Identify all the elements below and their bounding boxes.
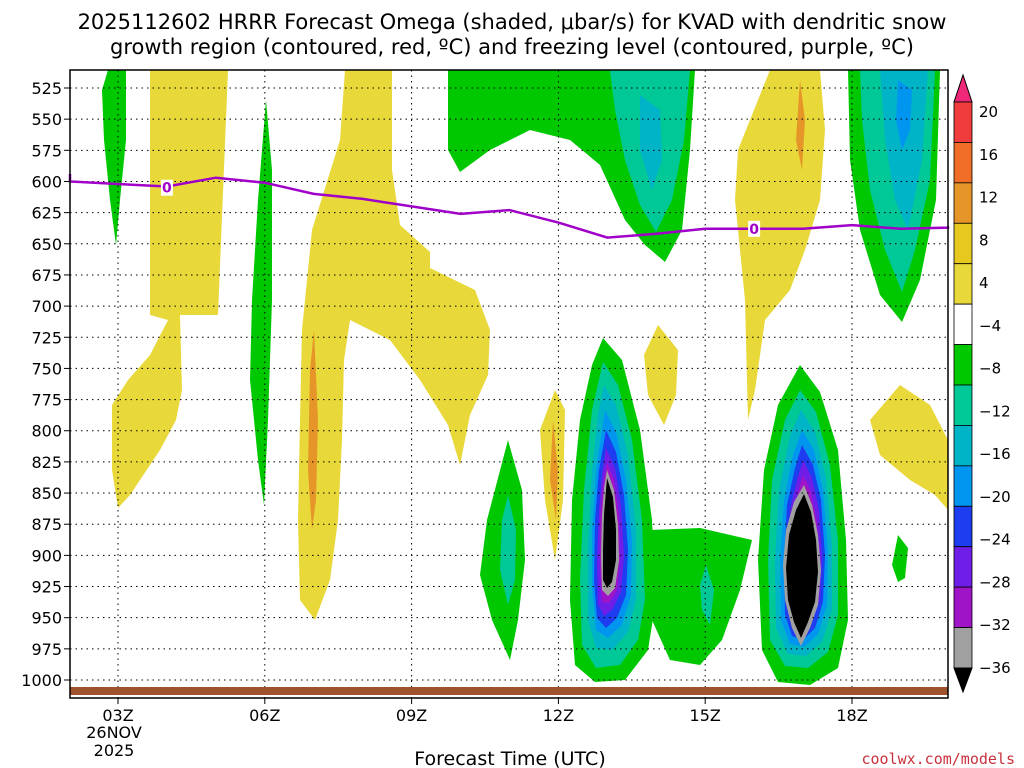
y-tick-label: 650 <box>31 235 62 254</box>
chart-title-line-2: growth region (contoured, red, ºC) and f… <box>110 35 914 59</box>
colorbar-label: −16 <box>979 445 1011 463</box>
omega-negative-region-06z <box>250 100 272 505</box>
freezing-level-line <box>68 174 950 239</box>
freezing-level-label-bg <box>160 179 173 196</box>
x-axis: 03Z 06Z 09Z 12Z 15Z 18Z <box>102 698 868 725</box>
colorbar-label: 12 <box>979 189 998 207</box>
omega-band-blue-20z <box>896 80 912 150</box>
date-label-day: 26NOV <box>86 723 142 742</box>
y-tick-label: 950 <box>31 609 62 628</box>
freezing-level-label-bg <box>748 220 761 237</box>
x-axis-label: Forecast Time (UTC) <box>414 748 605 768</box>
y-tick-label: 875 <box>31 515 62 534</box>
x-tick-label: 03Z <box>102 706 133 725</box>
colorbar-label: 16 <box>979 146 998 164</box>
y-tick-label: 900 <box>31 546 62 565</box>
y-tick-label: 850 <box>31 484 62 503</box>
freezing-level-label: 0 <box>749 222 759 238</box>
colorbar-label: −12 <box>979 402 1011 420</box>
y-tick-label: 825 <box>31 453 62 472</box>
date-label-year: 2025 <box>94 741 135 760</box>
colorbar-swatch <box>953 546 973 588</box>
colorbar-label: −8 <box>979 360 1001 378</box>
colorbar-swatch <box>953 142 973 184</box>
omega-band-teal-11z <box>500 495 516 605</box>
omega-positive-region-orange-07z <box>308 330 318 530</box>
y-tick-label: 675 <box>31 266 62 285</box>
omega-negative-region-21z <box>892 535 908 582</box>
y-tick-label: 575 <box>31 141 62 160</box>
omega-band-cyan-10z <box>640 95 662 190</box>
colorbar-label: −28 <box>979 573 1011 591</box>
colorbar-top-triangle <box>953 73 973 103</box>
y-tick-label: 700 <box>31 297 62 316</box>
colorbar: 20 16 12 8 4 −4 −8 −12 −16 −20 −24 −28 −32 −36 <box>953 73 1011 694</box>
x-tick-label: 15Z <box>690 706 721 725</box>
y-tick-label: 525 <box>31 79 62 98</box>
omega-core-black-13z <box>603 478 616 588</box>
grid-lines <box>70 70 948 698</box>
y-tick-label: 750 <box>31 359 62 378</box>
colorbar-swatch <box>953 101 973 143</box>
omega-shading <box>102 70 948 685</box>
y-tick-label: 800 <box>31 422 62 441</box>
colorbar-swatch <box>953 182 973 224</box>
y-tick-label: 775 <box>31 391 62 410</box>
colorbar-swatch <box>953 384 973 426</box>
y-tick-label: 1000 <box>21 671 62 690</box>
y-tick-label: 925 <box>31 578 62 597</box>
y-tick-label: 550 <box>31 110 62 129</box>
colorbar-swatch <box>953 627 973 669</box>
y-tick-label: 600 <box>31 172 62 191</box>
omega-band-cyan-20z <box>880 70 928 230</box>
colorbar-swatch <box>953 586 973 628</box>
plot-frame <box>69 69 949 699</box>
y-tick-label: 725 <box>31 328 62 347</box>
chart-title-line-1: 2025112602 HRRR Forecast Omega (shaded, … <box>78 10 947 34</box>
colorbar-label: 4 <box>979 274 989 292</box>
omega-positive-region-orange-17z <box>796 80 805 170</box>
colorbar-swatch <box>953 303 973 345</box>
colorbar-label: −32 <box>979 616 1011 634</box>
omega-positive-region-06z <box>298 70 490 620</box>
colorbar-swatch <box>953 222 973 265</box>
colorbar-swatch <box>953 425 973 467</box>
colorbar-label: −24 <box>979 531 1011 549</box>
omega-positive-region-19z <box>870 385 948 510</box>
colorbar-label: −20 <box>979 488 1011 506</box>
omega-band-teal-15z <box>700 565 714 625</box>
terrain-strip <box>70 687 948 695</box>
omega-negative-region-02z <box>102 70 126 245</box>
y-tick-label: 975 <box>31 640 62 659</box>
colorbar-label: −36 <box>979 659 1011 677</box>
y-tick-label: 625 <box>31 204 62 223</box>
x-tick-label: 18Z <box>836 706 867 725</box>
x-tick-label: 06Z <box>249 706 280 725</box>
colorbar-swatch <box>953 465 973 507</box>
y-axis: 525 550 575 600 625 650 675 700 725 750 775 800 825 8… <box>21 79 70 690</box>
colorbar-bottom-triangle <box>953 667 973 694</box>
freezing-level-label: 0 <box>162 181 172 197</box>
colorbar-label: 8 <box>979 231 989 249</box>
colorbar-label: 20 <box>979 103 998 121</box>
colorbar-label: −4 <box>979 317 1001 335</box>
x-tick-label: 09Z <box>396 706 427 725</box>
colorbar-swatch <box>953 263 973 305</box>
omega-positive-region-orange-12z <box>550 420 558 520</box>
colorbar-swatch <box>953 344 973 386</box>
colorbar-swatch <box>953 505 973 548</box>
x-tick-label: 12Z <box>543 706 574 725</box>
omega-core-black-17z <box>786 494 818 638</box>
credit-text: coolwx.com/models <box>861 750 1015 768</box>
